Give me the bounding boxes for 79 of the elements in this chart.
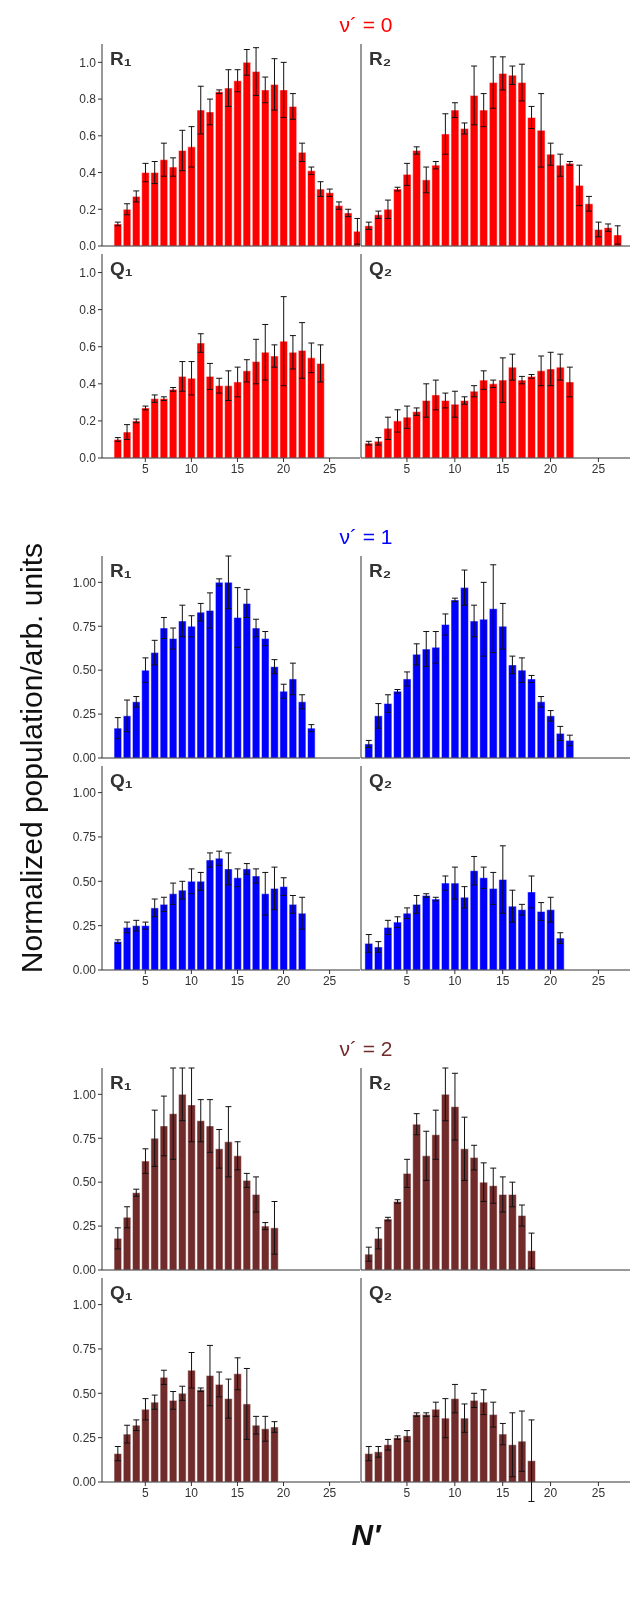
x-tick-label: 10 bbox=[184, 461, 199, 476]
annotation: Q₂ bbox=[369, 770, 393, 792]
y-tick-label: 0.50 bbox=[72, 1175, 97, 1190]
x-tick-label: 5 bbox=[141, 1485, 149, 1500]
x-tick-label: 25 bbox=[591, 1485, 606, 1500]
x-tick-label: 10 bbox=[184, 973, 199, 988]
x-tick-label: 15 bbox=[230, 973, 245, 988]
y-tick-label: 0.00 bbox=[72, 751, 97, 766]
x-tick-label: 15 bbox=[230, 461, 245, 476]
annotation: Q₁ bbox=[110, 770, 133, 792]
annotation: R₁ bbox=[110, 48, 132, 70]
y-tick-label: 0.6 bbox=[79, 339, 97, 354]
x-tick-label: 5 bbox=[403, 973, 411, 988]
x-axis-title: N′ bbox=[350, 1518, 383, 1552]
chart-title: ν´ = 1 bbox=[339, 525, 393, 548]
chart-title: ν´ = 0 bbox=[339, 13, 393, 36]
annotation: Q₁ bbox=[110, 1282, 133, 1304]
y-tick-label: 0.8 bbox=[79, 302, 97, 317]
y-tick-label: 0.50 bbox=[72, 663, 97, 678]
x-tick-label: 5 bbox=[141, 461, 149, 476]
y-tick-label: 0.6 bbox=[79, 129, 97, 144]
y-tick-label: 1.00 bbox=[72, 1087, 97, 1102]
y-tick-label: 0.00 bbox=[72, 963, 97, 978]
y-tick-label: 1.0 bbox=[79, 55, 97, 70]
y-tick-label: 0.00 bbox=[72, 1263, 97, 1278]
y-tick-label: 0.25 bbox=[72, 918, 97, 933]
x-tick-label: 20 bbox=[543, 1485, 558, 1500]
x-tick-label: 5 bbox=[403, 461, 411, 476]
x-tick-label: 25 bbox=[322, 973, 337, 988]
y-tick-label: 0.2 bbox=[79, 202, 97, 217]
y-tick-label: 0.75 bbox=[72, 619, 97, 634]
annotation: R₂ bbox=[369, 48, 392, 70]
y-tick-label: 1.00 bbox=[72, 575, 97, 590]
x-tick-label: 15 bbox=[496, 973, 510, 988]
y-tick-label: 0.4 bbox=[79, 377, 97, 392]
x-tick-label: 10 bbox=[448, 1485, 462, 1500]
x-tick-label: 25 bbox=[591, 973, 606, 988]
y-tick-label: 1.00 bbox=[72, 785, 97, 800]
annotation: R₁ bbox=[110, 560, 132, 582]
x-tick-label: 15 bbox=[230, 1485, 245, 1500]
annotation: Q₂ bbox=[369, 1282, 393, 1304]
y-axis-title: Normalized population/arb. units bbox=[15, 542, 49, 974]
y-tick-label: 0.8 bbox=[79, 92, 97, 107]
y-tick-label: 0.75 bbox=[72, 830, 97, 845]
y-tick-label: 0.75 bbox=[72, 1131, 97, 1146]
y-tick-label: 0.4 bbox=[79, 165, 97, 180]
x-tick-label: 20 bbox=[543, 973, 558, 988]
chart-title: ν´ = 2 bbox=[339, 1037, 393, 1060]
annotation: Q₁ bbox=[110, 258, 133, 280]
x-tick-label: 5 bbox=[141, 973, 149, 988]
y-tick-label: 0.25 bbox=[72, 1430, 97, 1445]
y-tick-label: 1.0 bbox=[79, 265, 97, 280]
y-tick-label: 0.2 bbox=[79, 414, 97, 429]
x-tick-label: 20 bbox=[543, 461, 558, 476]
annotation: R₁ bbox=[110, 1072, 132, 1094]
annotation: R₂ bbox=[369, 560, 392, 582]
y-tick-label: 0.25 bbox=[72, 1219, 97, 1234]
x-tick-label: 10 bbox=[448, 461, 462, 476]
y-tick-label: 1.00 bbox=[72, 1297, 97, 1312]
x-tick-label: 20 bbox=[276, 461, 291, 476]
x-tick-label: 25 bbox=[322, 1485, 337, 1500]
x-tick-label: 15 bbox=[496, 461, 510, 476]
y-tick-label: 0.75 bbox=[72, 1342, 97, 1357]
y-tick-label: 0.25 bbox=[72, 707, 97, 722]
y-tick-label: 0.50 bbox=[72, 1386, 97, 1401]
x-tick-label: 25 bbox=[591, 461, 606, 476]
y-tick-label: 0.50 bbox=[72, 874, 97, 889]
x-tick-label: 25 bbox=[322, 461, 337, 476]
annotation: R₂ bbox=[369, 1072, 392, 1094]
x-tick-label: 10 bbox=[184, 1485, 199, 1500]
y-tick-label: 0.00 bbox=[72, 1475, 97, 1490]
y-tick-label: 0.0 bbox=[79, 239, 97, 254]
x-tick-label: 20 bbox=[276, 1485, 291, 1500]
x-tick-label: 20 bbox=[276, 973, 291, 988]
x-tick-label: 5 bbox=[403, 1485, 411, 1500]
annotation: Q₂ bbox=[369, 258, 393, 280]
x-tick-label: 15 bbox=[496, 1485, 510, 1500]
y-tick-label: 0.0 bbox=[79, 451, 97, 466]
x-tick-label: 10 bbox=[448, 973, 462, 988]
